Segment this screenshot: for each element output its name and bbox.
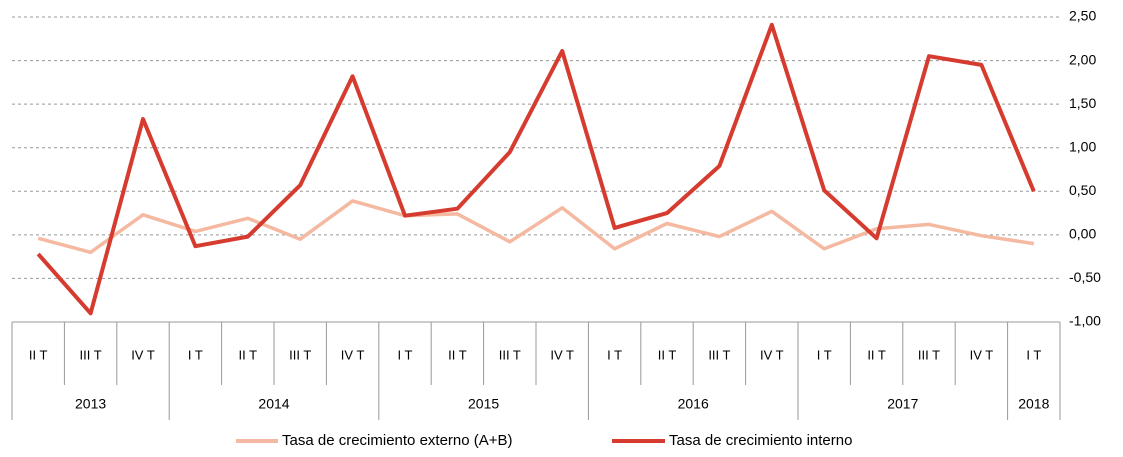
x-tick-label: II T — [658, 347, 677, 362]
x-tick-label: III T — [80, 347, 102, 362]
x-tick-label: III T — [708, 347, 730, 362]
group-label: 2016 — [678, 396, 709, 412]
y-tick-label: 0,50 — [1069, 182, 1096, 198]
y-tick-label: -0,50 — [1069, 269, 1101, 285]
y-tick-label: 2,50 — [1069, 8, 1096, 24]
legend-label: Tasa de crecimiento externo (A+B) — [282, 432, 513, 449]
y-tick-label: 2,00 — [1069, 51, 1096, 67]
x-tick-label: I T — [817, 347, 832, 362]
x-tick-label: III T — [289, 347, 311, 362]
y-tick-label: 1,50 — [1069, 95, 1096, 111]
legend-label: Tasa de crecimiento interno — [669, 432, 852, 449]
y-tick-label: 0,00 — [1069, 226, 1096, 242]
y-tick-label: 1,00 — [1069, 138, 1096, 154]
x-tick-label: I T — [607, 347, 622, 362]
x-tick-label: II T — [239, 347, 258, 362]
x-tick-label: IV T — [550, 347, 574, 362]
group-label: 2018 — [1018, 396, 1049, 412]
x-tick-label: I T — [1026, 347, 1041, 362]
x-tick-label: IV T — [131, 347, 155, 362]
x-tick-label: IV T — [760, 347, 784, 362]
x-tick-label: IV T — [970, 347, 994, 362]
series-line — [36, 22, 1036, 316]
x-tick-label: I T — [398, 347, 413, 362]
x-tick-label: I T — [188, 347, 203, 362]
group-label: 2013 — [75, 396, 106, 412]
group-label: 2017 — [887, 396, 918, 412]
x-tick-label: II T — [29, 347, 48, 362]
x-tick-label: III T — [918, 347, 940, 362]
x-tick-label: III T — [499, 347, 521, 362]
group-label: 2015 — [468, 396, 499, 412]
y-tick-label: -1,00 — [1069, 313, 1101, 329]
x-tick-label: IV T — [341, 347, 365, 362]
group-label: 2014 — [258, 396, 289, 412]
x-tick-label: II T — [867, 347, 886, 362]
x-tick-label: II T — [448, 347, 467, 362]
